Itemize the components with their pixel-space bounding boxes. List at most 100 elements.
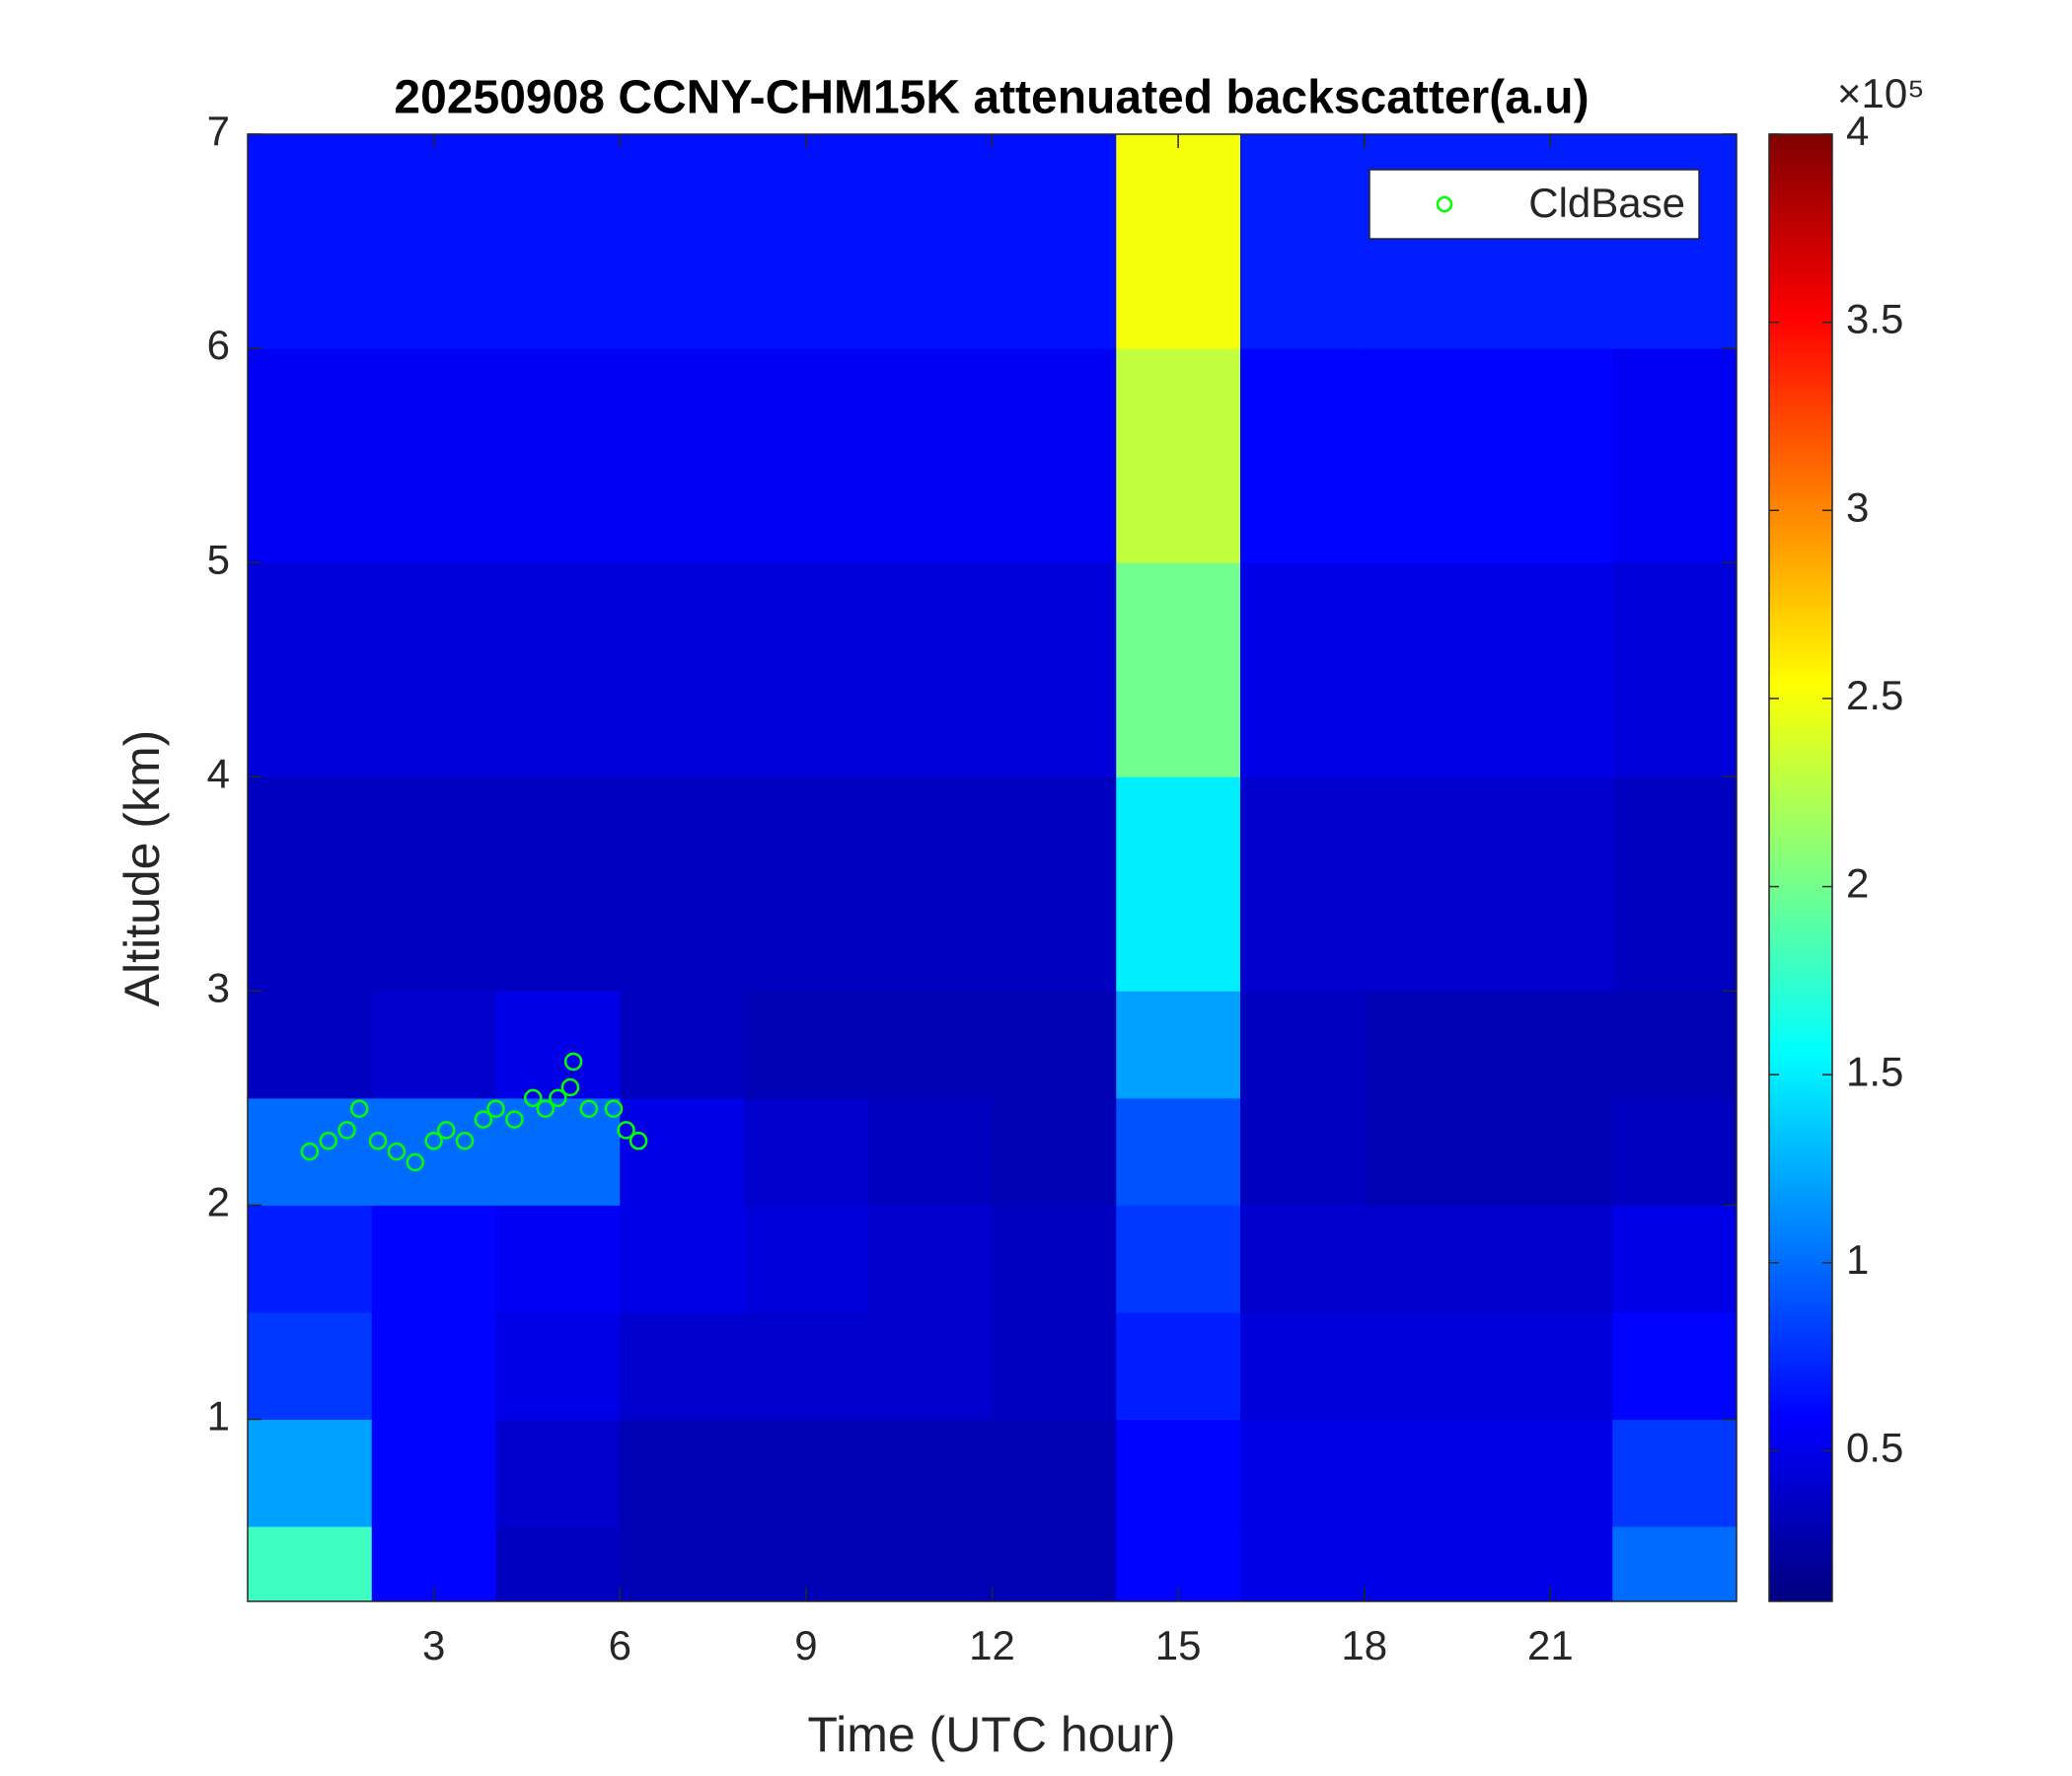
cloud-base-point <box>505 1110 524 1129</box>
heatmap-cell <box>1116 1311 1241 1420</box>
heatmap-cell <box>867 1311 993 1420</box>
heatmap-cell <box>1116 991 1241 1099</box>
colorbar-tick-label: 1 <box>1846 1236 1869 1283</box>
cloud-base-point <box>563 1052 583 1072</box>
heatmap-cell <box>1364 991 1489 1099</box>
heatmap-cell <box>1240 1205 1366 1313</box>
heatmap-cell <box>992 1419 1117 1527</box>
heatmap-cell <box>1612 1419 1738 1527</box>
heatmap-cell <box>1240 991 1366 1099</box>
cloud-base-point <box>549 1088 567 1108</box>
heatmap-cell <box>744 991 869 1099</box>
heatmap-cell <box>248 1419 373 1527</box>
cloud-base-point <box>337 1121 356 1140</box>
cloud-base-point <box>387 1142 407 1161</box>
heatmap-cell <box>1612 777 1738 992</box>
heatmap-cell <box>1612 348 1738 563</box>
heatmap-cell <box>1612 1205 1738 1313</box>
heatmap-cell <box>248 777 373 992</box>
heatmap-cell <box>1364 777 1489 992</box>
heatmap-cell <box>620 1205 745 1313</box>
heatmap-cell <box>744 1419 869 1527</box>
heatmap-cell <box>1364 134 1489 349</box>
heatmap-cell <box>371 991 496 1099</box>
cloud-base-point <box>319 1132 337 1150</box>
heatmap-cell <box>1240 1419 1366 1527</box>
heatmap-cell <box>1240 1311 1366 1420</box>
heatmap-cell <box>248 1205 373 1313</box>
heatmap-cell <box>1364 1419 1489 1527</box>
heatmap-cell <box>371 777 496 992</box>
heatmap-cell <box>1612 1311 1738 1420</box>
heatmap-cell <box>248 1526 373 1602</box>
heatmap-cell <box>248 991 373 1099</box>
y-tick-label: 4 <box>207 750 230 796</box>
heatmap-cell <box>371 134 496 349</box>
heatmap-cell <box>1240 777 1366 992</box>
heatmap-cell <box>371 348 496 563</box>
y-tick-label: 7 <box>207 108 230 154</box>
heatmap-cell <box>867 777 993 992</box>
cloud-base-point <box>579 1099 599 1118</box>
heatmap-cell <box>1116 1205 1241 1313</box>
heatmap-cell <box>495 777 621 992</box>
heatmap-cell <box>1488 991 1613 1099</box>
colorbar-tick-label: 4 <box>1846 108 1869 154</box>
heatmap-cell <box>371 562 496 777</box>
heatmap-cell <box>495 1097 621 1206</box>
heatmap-cell <box>867 1526 993 1602</box>
colorbar-tick-label: 2 <box>1846 860 1869 907</box>
heatmap-cell <box>620 1311 745 1420</box>
heatmap-cell <box>1488 562 1613 777</box>
heatmap-cell <box>1612 1097 1738 1206</box>
heatmap-cell <box>1240 348 1366 563</box>
cloud-base-point <box>536 1099 555 1118</box>
heatmap-cell <box>1240 1097 1366 1206</box>
heatmap-cell <box>1488 1311 1613 1420</box>
cloud-base-point <box>604 1099 624 1118</box>
heatmap-cell <box>744 348 869 563</box>
cloud-base-point <box>436 1121 456 1140</box>
heatmap-cell <box>992 562 1117 777</box>
heatmap-cell <box>1364 562 1489 777</box>
heatmap-cell <box>867 1419 993 1527</box>
legend-label: CldBase <box>1528 180 1685 226</box>
colorbar-tick-label: 1.5 <box>1846 1048 1903 1094</box>
cloud-base-point <box>560 1077 580 1097</box>
colorbar-tick-label: 2.5 <box>1846 672 1903 718</box>
legend-marker <box>1436 195 1453 213</box>
colorbar-tick-label: 3 <box>1846 483 1869 530</box>
x-tick-label: 3 <box>422 1622 445 1668</box>
heatmap-cell <box>495 1419 621 1527</box>
cloud-base-point <box>617 1121 635 1140</box>
heatmap-cell <box>744 1097 869 1206</box>
heatmap-cell <box>1364 1311 1489 1420</box>
cloud-base-point <box>486 1099 505 1118</box>
heatmap-cell <box>1364 1526 1489 1602</box>
chart-title: 20250908 CCNY-CHM15K attenuated backscat… <box>394 72 1589 124</box>
heatmap-cell <box>620 991 745 1099</box>
cloud-base-point <box>406 1152 425 1172</box>
y-tick-label: 3 <box>207 964 230 1010</box>
heatmap-cell <box>620 777 745 992</box>
heatmap-cell <box>248 1311 373 1420</box>
cloud-base-point <box>523 1088 543 1108</box>
x-tick-label: 21 <box>1527 1622 1574 1668</box>
heatmap-cell <box>1612 562 1738 777</box>
heatmap-cell <box>1116 562 1241 777</box>
heatmap-cell <box>1116 348 1241 563</box>
heatmap-cell <box>620 1526 745 1602</box>
legend-box <box>1369 169 1700 240</box>
heatmap-cell <box>867 991 993 1099</box>
heatmap-cell <box>371 1419 496 1527</box>
heatmap-cell <box>248 348 373 563</box>
cloud-base-point <box>349 1099 369 1118</box>
heatmap-cell <box>1116 777 1241 992</box>
heatmap-cell <box>495 1311 621 1420</box>
heatmap-cell <box>495 1526 621 1602</box>
heatmap-cell <box>248 1097 373 1206</box>
heatmap-cell <box>1240 134 1366 349</box>
heatmap-cell <box>1364 348 1489 563</box>
heatmap-cell <box>867 1097 993 1206</box>
